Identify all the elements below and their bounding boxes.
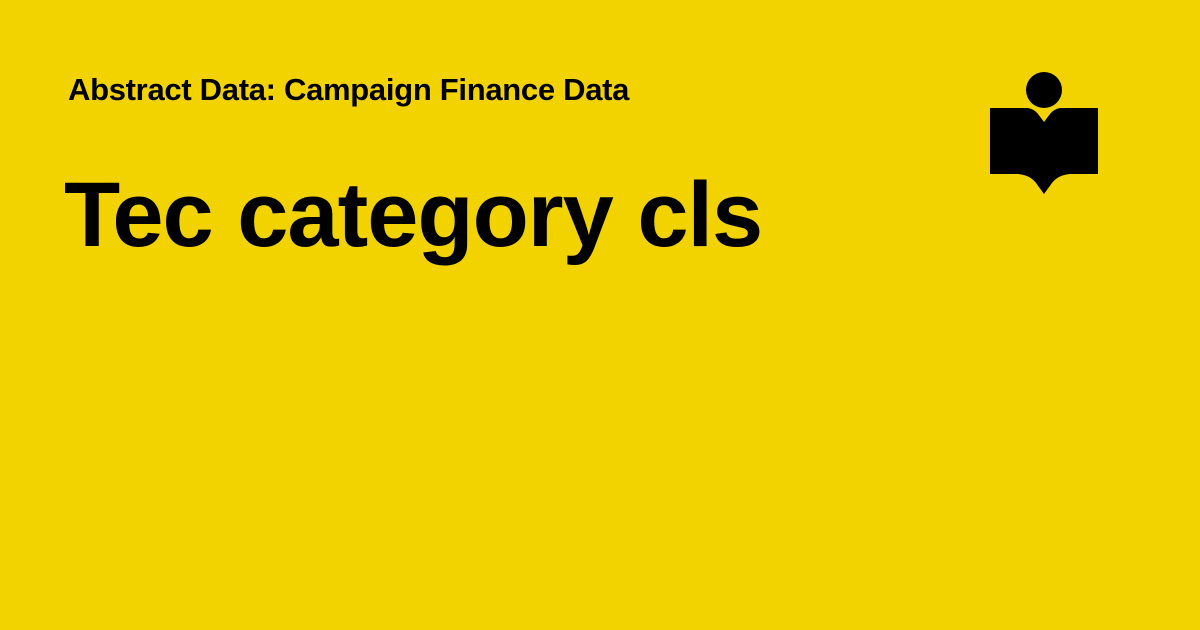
reader-head bbox=[1026, 72, 1062, 108]
person-reading-book-icon bbox=[990, 72, 1098, 194]
page-subtitle: Abstract Data: Campaign Finance Data bbox=[68, 72, 630, 107]
open-book-shape bbox=[990, 108, 1098, 194]
page-title: Tec category cls bbox=[64, 164, 763, 266]
